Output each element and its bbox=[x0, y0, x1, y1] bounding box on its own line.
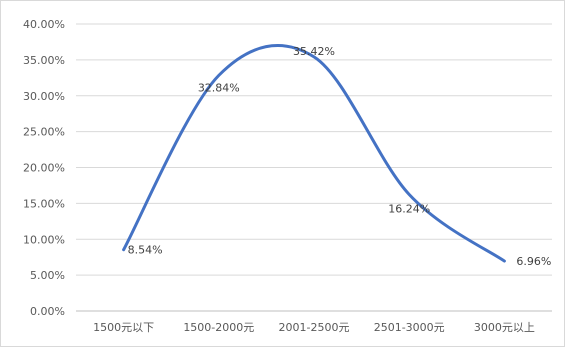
series-line-group bbox=[122, 44, 506, 263]
y-tick-label: 35.00% bbox=[23, 54, 65, 67]
data-label: 16.24% bbox=[388, 202, 430, 215]
y-tick-label: 0.00% bbox=[30, 305, 65, 318]
x-tick-label: 1500元以下 bbox=[93, 321, 154, 334]
data-label: 32.84% bbox=[198, 81, 240, 94]
data-label: 35.42% bbox=[293, 45, 335, 58]
data-label: 8.54% bbox=[128, 244, 163, 257]
y-tick-label: 20.00% bbox=[23, 162, 65, 175]
y-tick-label: 25.00% bbox=[23, 126, 65, 139]
x-tick-label: 1500-2000元 bbox=[183, 321, 254, 334]
y-tick-label: 5.00% bbox=[30, 269, 65, 282]
gridlines bbox=[76, 23, 552, 312]
y-tick-label: 40.00% bbox=[23, 18, 65, 31]
y-tick-label: 15.00% bbox=[23, 197, 65, 210]
y-tick-label: 30.00% bbox=[23, 90, 65, 103]
data-label: 6.96% bbox=[516, 255, 551, 268]
x-tick-label: 3000元以上 bbox=[474, 321, 535, 334]
x-axis-tick-labels: 1500元以下 1500-2000元 2001-2500元 2501-3000元 300… bbox=[93, 321, 535, 334]
x-tick-label: 2001-2500元 bbox=[279, 321, 350, 334]
data-labels: 8.54% 32.84% 35.42% 16.24% 6.96% bbox=[128, 45, 552, 268]
series-line bbox=[122, 44, 506, 263]
y-tick-label: 10.00% bbox=[23, 233, 65, 246]
y-axis-tick-labels: 0.00% 5.00% 10.00% 15.00% 20.00% 25.00% 30.00%… bbox=[23, 18, 65, 318]
x-tick-label: 2501-3000元 bbox=[374, 321, 445, 334]
